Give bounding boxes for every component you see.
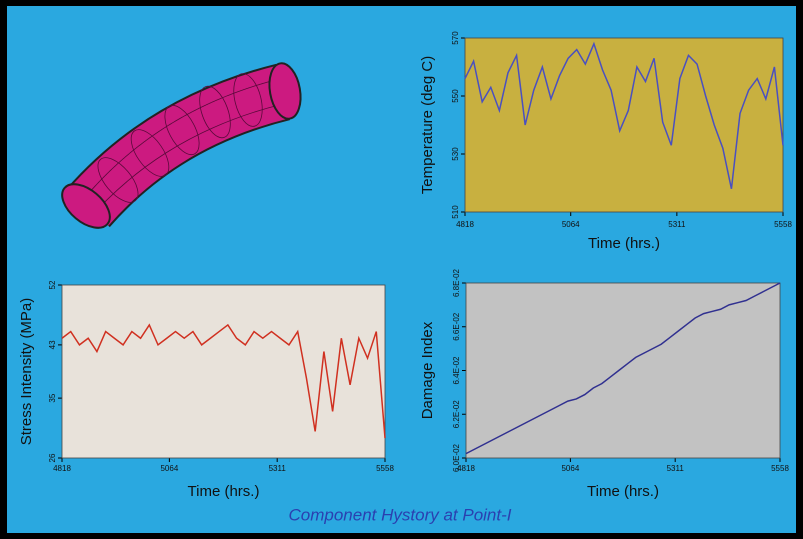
y-axis-label: Stress Intensity (MPa) xyxy=(18,298,35,446)
y-tick-label: 530 xyxy=(451,147,460,161)
x-tick-label: 5064 xyxy=(561,464,579,473)
y-tick-label: 6.4E-02 xyxy=(452,356,461,385)
x-tick-label: 5311 xyxy=(668,220,686,229)
plot-area xyxy=(466,283,780,458)
y-tick-label: 6.0E-02 xyxy=(452,443,461,472)
y-tick-label: 6.2E-02 xyxy=(452,400,461,429)
y-tick-label: 52 xyxy=(48,280,57,289)
y-axis-label: Temperature (deg C) xyxy=(419,56,436,194)
y-tick-label: 35 xyxy=(48,393,57,402)
plot-area xyxy=(62,285,385,458)
x-tick-label: 4818 xyxy=(456,220,474,229)
page: Component Hystory at Point-I 4818 5064 531… xyxy=(0,0,803,539)
y-tick-label: 26 xyxy=(48,453,57,462)
y-tick-label: 6.8E-02 xyxy=(452,268,461,297)
x-axis-label: Time (hrs.) xyxy=(588,235,660,252)
y-tick-label: 43 xyxy=(48,340,57,349)
y-tick-label: 550 xyxy=(451,89,460,103)
y-tick-label: 570 xyxy=(451,31,460,45)
x-tick-label: 5311 xyxy=(269,464,287,473)
x-tick-label: 5558 xyxy=(774,220,792,229)
y-axis-label: Damage Index xyxy=(419,321,436,419)
y-tick-label: 510 xyxy=(451,205,460,219)
x-tick-label: 5064 xyxy=(160,464,178,473)
x-tick-label: 4818 xyxy=(53,464,71,473)
x-tick-label: 5064 xyxy=(562,220,580,229)
caption: Component Hystory at Point-I xyxy=(289,505,512,524)
x-tick-label: 5558 xyxy=(771,464,789,473)
y-tick-label: 6.6E-02 xyxy=(452,312,461,341)
x-axis-label: Time (hrs.) xyxy=(587,483,659,500)
x-axis-label: Time (hrs.) xyxy=(188,483,260,500)
x-tick-label: 5311 xyxy=(667,464,685,473)
x-tick-label: 5558 xyxy=(376,464,394,473)
